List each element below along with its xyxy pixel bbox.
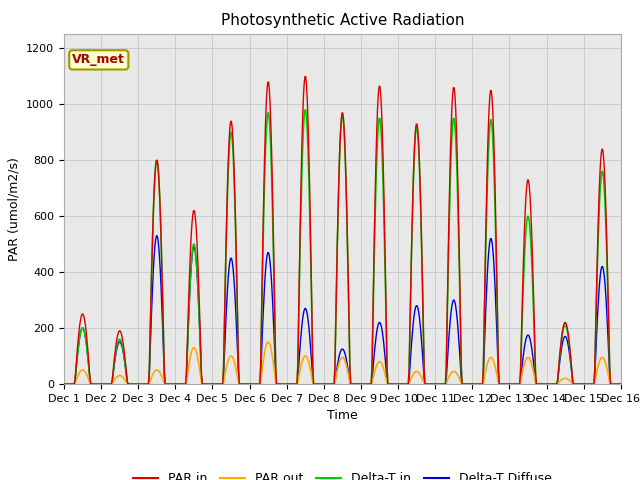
X-axis label: Time: Time	[327, 409, 358, 422]
Y-axis label: PAR (umol/m2/s): PAR (umol/m2/s)	[8, 157, 20, 261]
Text: VR_met: VR_met	[72, 53, 125, 66]
Title: Photosynthetic Active Radiation: Photosynthetic Active Radiation	[221, 13, 464, 28]
Legend: PAR in, PAR out, Delta-T in, Delta-T Diffuse: PAR in, PAR out, Delta-T in, Delta-T Dif…	[129, 467, 556, 480]
